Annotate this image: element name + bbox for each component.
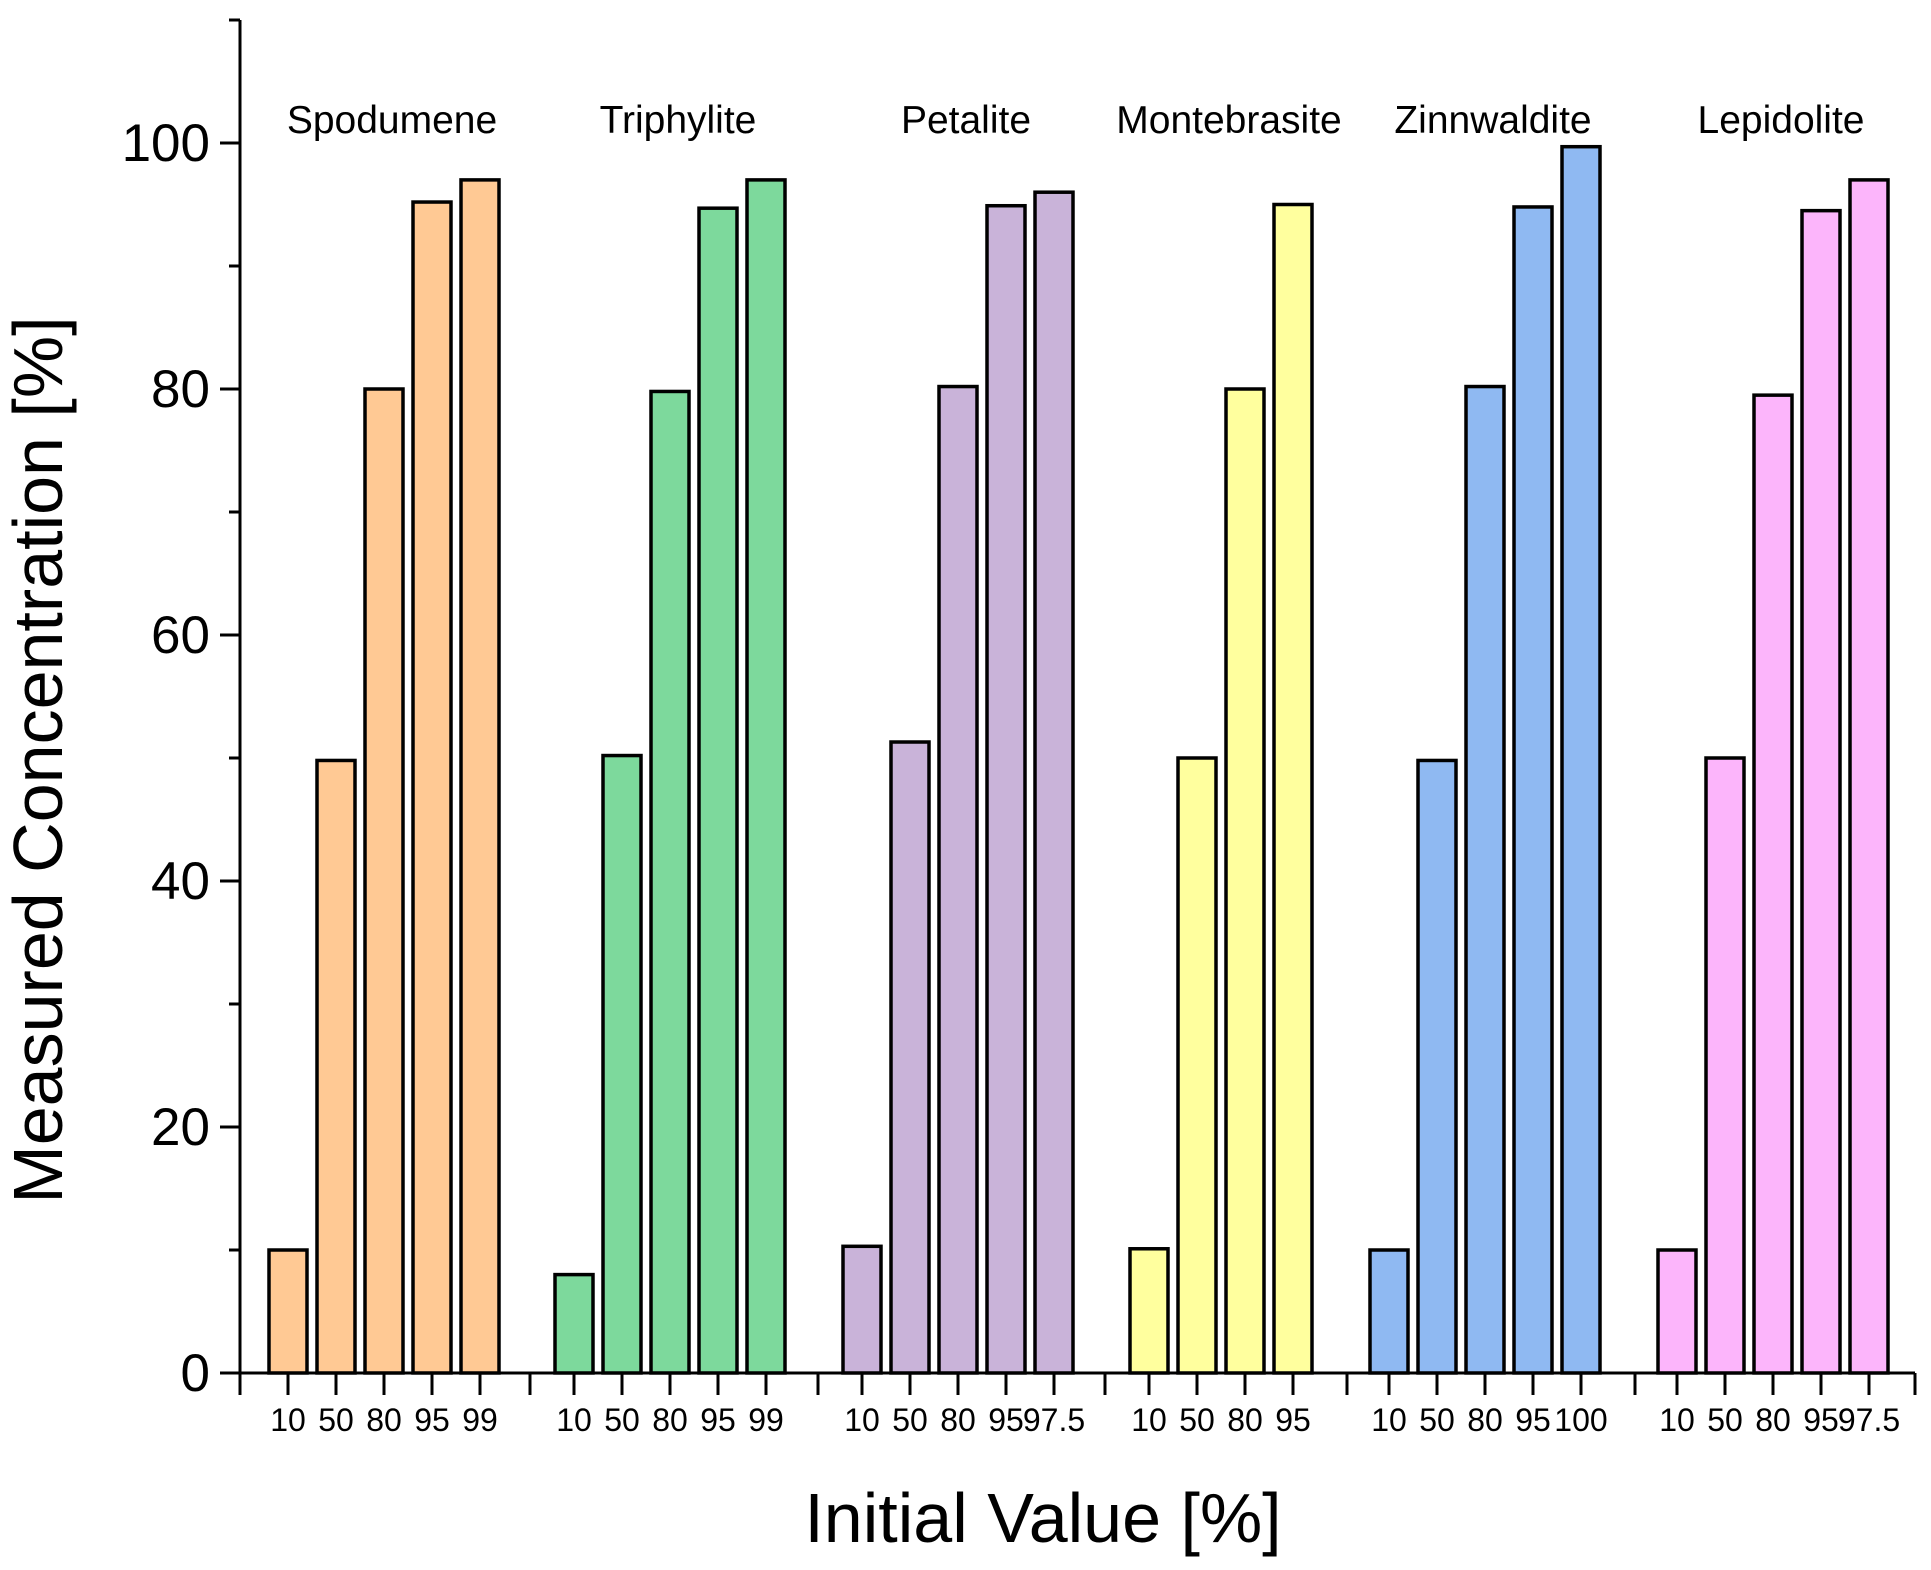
x-tick-label: 50: [892, 1402, 928, 1438]
y-tick-label: 60: [151, 606, 210, 665]
bar-group-triphylite: [553, 178, 787, 1375]
y-tick-label: 80: [151, 360, 210, 419]
x-tick-label: 10: [556, 1402, 592, 1438]
bar-montebrasite-80: [1224, 387, 1266, 1375]
x-tick-label: 95: [1515, 1402, 1551, 1438]
x-tick-label: 100: [1554, 1402, 1607, 1438]
bar-triphylite-10: [553, 1272, 595, 1375]
bar-group-lepidolite: [1656, 178, 1890, 1375]
x-tick-label: 50: [604, 1402, 640, 1438]
bar-lepidolite-50: [1704, 756, 1746, 1375]
x-tick-label: 10: [844, 1402, 880, 1438]
bar-montebrasite-10: [1128, 1247, 1170, 1375]
bar-spodumene-10: [267, 1248, 309, 1375]
x-tick-label: 95: [1275, 1402, 1311, 1438]
bar-group-spodumene: [267, 178, 501, 1375]
bar-lepidolite-95: [1800, 208, 1842, 1375]
bar-group-montebrasite: [1128, 202, 1314, 1375]
x-tick-label: 50: [1419, 1402, 1455, 1438]
bar-spodumene-95: [411, 200, 453, 1375]
x-tick-label: 80: [652, 1402, 688, 1438]
bar-petalite-95: [985, 203, 1027, 1375]
bar-zinnwaldite-50: [1416, 758, 1458, 1375]
group-labels: Spodumene Triphylite Petalite Montebrasite Z…: [287, 99, 1865, 142]
x-tick-label: 80: [1755, 1402, 1791, 1438]
group-label-lepidolite: Lepidolite: [1698, 99, 1865, 142]
bar-zinnwaldite-100: [1560, 144, 1602, 1375]
group-label-triphylite: Triphylite: [600, 99, 757, 142]
x-tick-label: 95: [700, 1402, 736, 1438]
x-tick-label: 80: [366, 1402, 402, 1438]
y-axis-title: Measured Concentration [%]: [0, 316, 77, 1203]
bar-triphylite-99: [745, 178, 787, 1375]
bar-group-petalite: [841, 190, 1075, 1375]
x-tick-label: 10: [270, 1402, 306, 1438]
bar-triphylite-95: [697, 206, 739, 1375]
x-tick-label: 50: [318, 1402, 354, 1438]
bar-zinnwaldite-80: [1464, 384, 1506, 1375]
x-tick-label: 80: [940, 1402, 976, 1438]
x-tick-label: 95: [988, 1402, 1024, 1438]
bar-petalite-80: [937, 384, 979, 1375]
x-tick-label: 10: [1131, 1402, 1167, 1438]
bar-triphylite-50: [601, 753, 643, 1375]
x-tick-label: 99: [748, 1402, 784, 1438]
y-ticks: 0 20 40 60 80 100: [122, 18, 240, 1403]
x-tick-label: 80: [1227, 1402, 1263, 1438]
x-tick-label: 50: [1179, 1402, 1215, 1438]
y-tick-label: 20: [151, 1098, 210, 1157]
bar-petalite-97.5: [1033, 190, 1075, 1375]
bar-lepidolite-80: [1752, 393, 1794, 1375]
x-tick-label: 50: [1707, 1402, 1743, 1438]
bar-spodumene-50: [315, 758, 357, 1375]
x-tick-label: 95: [414, 1402, 450, 1438]
bar-spodumene-99: [459, 178, 501, 1375]
group-label-petalite: Petalite: [901, 99, 1031, 142]
y-tick-label: 100: [122, 114, 210, 173]
bar-spodumene-80: [363, 387, 405, 1375]
bar-zinnwaldite-95: [1512, 205, 1554, 1375]
x-tick-label: 97.5: [1023, 1402, 1085, 1438]
bar-zinnwaldite-10: [1368, 1248, 1410, 1375]
bar-triphylite-80: [649, 389, 691, 1375]
bar-group-zinnwaldite: [1368, 144, 1602, 1375]
bar-montebrasite-50: [1176, 756, 1218, 1375]
bars: [267, 144, 1890, 1375]
bar-petalite-50: [889, 740, 931, 1375]
bar-montebrasite-95: [1272, 202, 1314, 1375]
group-label-spodumene: Spodumene: [287, 99, 497, 142]
group-label-zinnwaldite: Zinnwaldite: [1394, 99, 1591, 142]
x-tick-label: 80: [1467, 1402, 1503, 1438]
x-axis-title: Initial Value [%]: [804, 1479, 1281, 1557]
x-tick-label: 97.5: [1838, 1402, 1900, 1438]
y-tick-label: 0: [181, 1344, 210, 1403]
x-tick-label: 95: [1803, 1402, 1839, 1438]
y-tick-label: 40: [151, 852, 210, 911]
x-tick-label: 99: [462, 1402, 498, 1438]
bar-petalite-10: [841, 1244, 883, 1375]
bar-lepidolite-10: [1656, 1248, 1698, 1375]
x-tick-label: 10: [1371, 1402, 1407, 1438]
x-ticks: 10 50 80 95 99 10 50 80 95 99 10 50 80 95 97.5 10 50 80 95…: [238, 1373, 1917, 1438]
bar-lepidolite-97.5: [1848, 178, 1890, 1375]
group-label-montebrasite: Montebrasite: [1116, 99, 1341, 142]
x-tick-label: 10: [1659, 1402, 1695, 1438]
